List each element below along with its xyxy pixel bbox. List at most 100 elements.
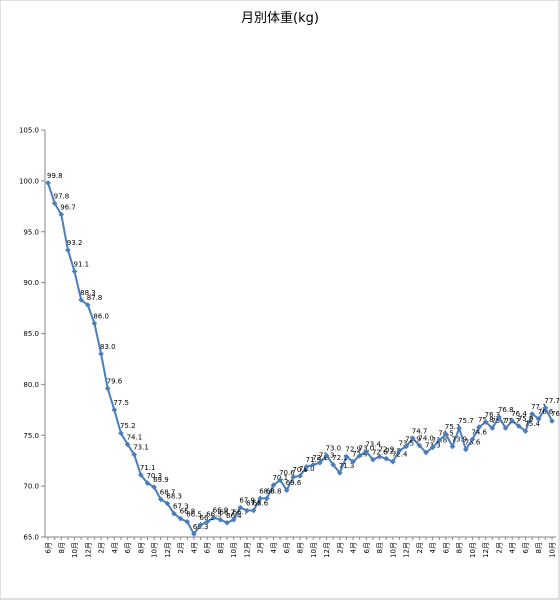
data-label: 66.5: [186, 511, 202, 519]
data-label: 72.1: [312, 454, 328, 462]
marker: [217, 516, 224, 523]
data-label: 96.7: [60, 203, 76, 211]
marker: [58, 211, 65, 218]
data-label: 76.3: [485, 411, 501, 419]
marker: [462, 446, 469, 453]
marker: [449, 443, 456, 450]
y-tick-label: 90.0: [23, 279, 39, 287]
marker: [476, 424, 482, 430]
data-label: 67.3: [173, 503, 189, 511]
marker: [443, 431, 449, 438]
marker: [516, 423, 522, 429]
marker: [482, 419, 489, 425]
marker: [330, 461, 336, 468]
data-label: 73.4: [365, 441, 381, 449]
x-tick-label: 12月: [482, 542, 490, 558]
x-tick-label: 4月: [190, 542, 198, 553]
marker: [496, 414, 502, 420]
data-label: 71.9: [306, 456, 322, 464]
x-tick-label: 2月: [98, 542, 106, 553]
marker: [376, 453, 383, 460]
marker: [144, 480, 151, 486]
marker: [197, 521, 204, 528]
y-tick-label: 70.0: [23, 483, 39, 491]
data-label: 76.4: [511, 410, 527, 418]
data-label: 72.9: [379, 446, 395, 454]
data-label: 73.0: [359, 445, 375, 453]
x-tick-label: 4月: [429, 542, 437, 553]
marker: [283, 487, 290, 493]
marker: [363, 448, 370, 455]
x-tick-label: 2月: [177, 542, 185, 553]
marker: [409, 435, 416, 442]
marker: [469, 436, 476, 443]
marker: [191, 531, 197, 537]
marker: [184, 518, 191, 525]
marker: [416, 442, 423, 449]
data-label: 66.2: [200, 514, 216, 522]
marker: [277, 477, 283, 483]
marker: [436, 437, 443, 444]
marker: [297, 473, 303, 479]
data-label: 73.0: [326, 445, 342, 453]
x-tick-label: 10月: [230, 542, 238, 558]
x-tick-label: 6月: [442, 542, 450, 553]
data-label: 70.6: [279, 469, 295, 477]
data-label: 72.4: [392, 451, 408, 459]
marker: [91, 320, 98, 327]
marker: [264, 495, 270, 502]
x-tick-label: 4月: [270, 542, 278, 553]
marker: [78, 297, 84, 303]
data-label: 73.6: [465, 438, 481, 446]
marker: [429, 444, 436, 451]
marker: [257, 495, 264, 502]
x-tick-label: 6月: [204, 542, 212, 553]
marker: [177, 515, 184, 522]
data-label: 75.7: [458, 417, 474, 425]
data-label: 71.1: [140, 464, 156, 472]
marker: [456, 425, 462, 431]
x-tick-label: 12月: [403, 542, 411, 558]
marker: [131, 451, 138, 458]
data-label: 66.5: [206, 511, 222, 519]
marker: [45, 180, 51, 186]
marker: [370, 456, 376, 463]
data-label: 74.7: [412, 427, 428, 435]
data-label: 66.7: [219, 509, 235, 517]
x-tick-label: 2月: [416, 542, 424, 553]
data-label: 75.7: [491, 417, 507, 425]
marker: [423, 449, 429, 456]
marker: [390, 458, 396, 465]
x-tick-label: 4月: [111, 542, 119, 553]
marker: [210, 514, 217, 521]
marker: [317, 459, 323, 466]
x-tick-label: 8月: [137, 542, 145, 553]
data-label: 67.6: [253, 500, 269, 508]
data-label: 79.6: [107, 377, 123, 385]
data-label: 73.5: [398, 440, 414, 448]
data-label: 73.1: [133, 444, 149, 452]
marker: [118, 430, 124, 437]
data-label: 70.9: [292, 466, 308, 474]
x-tick-label: 2月: [257, 542, 265, 553]
data-label: 66.8: [180, 508, 196, 516]
data-label: 72.6: [372, 449, 388, 457]
y-tick-label: 85.0: [23, 330, 39, 338]
data-label: 67.6: [246, 500, 262, 508]
marker: [237, 504, 244, 511]
marker: [396, 447, 403, 454]
data-label: 75.1: [445, 423, 461, 431]
y-tick-label: 100.0: [19, 177, 39, 185]
marker: [250, 507, 257, 514]
y-tick-label: 75.0: [23, 432, 39, 440]
x-tick-label: 6月: [45, 542, 53, 553]
x-tick-label: 10月: [469, 542, 477, 558]
x-tick-label: 12月: [164, 542, 172, 558]
data-label: 66.7: [233, 509, 249, 517]
marker: [509, 418, 516, 424]
data-label: 66.4: [226, 512, 242, 520]
marker: [310, 461, 317, 468]
x-tick-label: 10月: [389, 542, 397, 558]
data-label: 70.3: [146, 472, 162, 480]
